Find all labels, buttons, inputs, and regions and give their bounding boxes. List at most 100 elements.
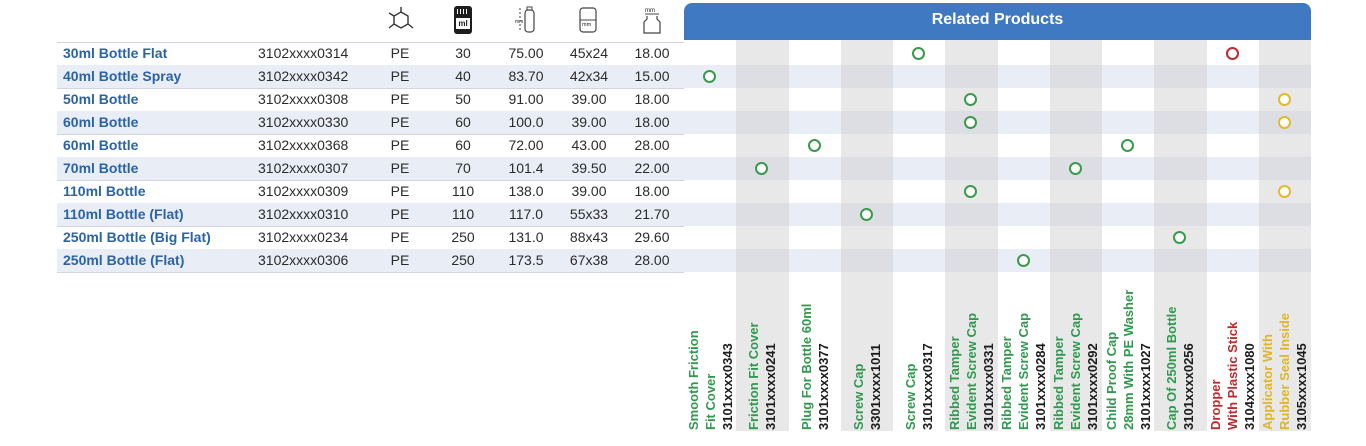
product-neck: 18.00: [634, 114, 670, 130]
product-diameter: 39.00: [571, 183, 607, 199]
related-product-code: 3101xxxx0292: [1085, 343, 1101, 430]
related-product-label: Friction Fit Cover 3101xxxx0241: [745, 322, 779, 430]
related-product-name: Screw Cap: [903, 363, 919, 430]
product-neck: 18.00: [634, 91, 670, 107]
product-capacity: 250: [451, 229, 475, 245]
related-product-label: Dropper With Plastic Stick 3104xxxx1080: [1207, 322, 1258, 430]
related-product-name: Dropper: [1208, 379, 1224, 430]
product-material: PE: [390, 45, 410, 61]
product-capacity: 60: [455, 114, 471, 130]
product-name: 70ml Bottle: [63, 160, 139, 176]
product-capacity: 50: [455, 91, 471, 107]
related-product-code: 3101xxxx0331: [980, 343, 996, 430]
product-name: 250ml Bottle (Big Flat): [63, 229, 211, 245]
match-indicator: [964, 115, 978, 129]
product-code: 3102xxxx0234: [258, 229, 349, 245]
product-capacity: 250: [451, 252, 475, 268]
product-capacity: 110: [451, 183, 475, 199]
related-product-label: Child Proof Cap 28mm With PE Washer 3101xx…: [1103, 290, 1154, 430]
product-diameter: 39.50: [571, 160, 607, 176]
product-code: 3102xxxx0307: [258, 160, 349, 176]
product-diameter: 42x34: [569, 68, 609, 84]
related-product-name: Child Proof Cap: [1103, 331, 1119, 430]
related-product-name: Screw Cap: [850, 363, 866, 430]
related-product-name: Evident Screw Cap: [963, 312, 979, 430]
product-material: PE: [390, 183, 410, 199]
product-name: 60ml Bottle: [63, 137, 139, 153]
ml-capacity-icon: ml: [454, 6, 472, 34]
product-material: PE: [390, 252, 410, 268]
related-product-code: 3101xxxx0241: [763, 343, 779, 430]
related-column-stripe: [736, 40, 789, 431]
product-code: 3102xxxx0308: [258, 91, 349, 107]
product-height: 83.70: [508, 68, 544, 84]
table-row: [57, 203, 1311, 226]
product-neck: 15.00: [634, 68, 670, 84]
product-material: PE: [390, 91, 410, 107]
neck-mm-icon: mm: [643, 8, 661, 34]
product-name: 50ml Bottle: [63, 91, 139, 107]
table-row: [57, 249, 1311, 272]
row-divider: [57, 272, 684, 273]
related-column-stripe: [1049, 40, 1102, 431]
product-material: PE: [390, 137, 410, 153]
product-diameter: 39.00: [571, 91, 607, 107]
product-material: PE: [390, 160, 410, 176]
table-row: [57, 65, 1311, 88]
match-indicator: [1225, 46, 1239, 60]
product-name: 30ml Bottle Flat: [63, 45, 168, 61]
related-product-label: Screw Cap 3301xxxx1011: [850, 344, 884, 430]
product-height: 131.0: [508, 229, 544, 245]
row-divider: [57, 134, 684, 135]
product-height: 75.00: [508, 45, 544, 61]
match-indicator: [1068, 161, 1082, 175]
product-material: PE: [390, 206, 410, 222]
product-name: 110ml Bottle: [63, 183, 146, 199]
related-product-name: Plug For Bottle 60ml: [798, 303, 814, 430]
product-capacity: 110: [451, 206, 475, 222]
product-diameter: 88x43: [569, 229, 609, 245]
related-product-label: Screw Cap 3101xxxx0317: [902, 343, 936, 430]
product-capacity: 60: [455, 137, 471, 153]
product-diameter: 55x33: [569, 206, 609, 222]
related-product-code: 3101xxxx0317: [920, 343, 936, 430]
diameter-mm-icon: mm: [579, 7, 597, 33]
product-neck: 18.00: [634, 45, 670, 61]
match-indicator: [703, 69, 717, 83]
match-indicator: [1173, 230, 1187, 244]
product-material: PE: [390, 229, 410, 245]
product-code: 3102xxxx0310: [258, 206, 349, 222]
related-product-label: Ribbed Tamper Evident Screw Cap 3101xxxx02…: [1050, 313, 1101, 430]
match-indicator: [912, 46, 926, 60]
related-product-name: Fit Cover: [702, 373, 718, 430]
related-product-code: 3101xxxx1027: [1137, 343, 1153, 430]
row-divider: [57, 88, 684, 89]
related-product-label: Plug For Bottle 60ml 3101xxxx0377: [798, 304, 832, 430]
related-product-name: Ribbed Tamper: [946, 336, 962, 430]
product-name: 40ml Bottle Spray: [63, 68, 182, 84]
match-indicator: [1121, 138, 1135, 152]
match-indicator: [964, 184, 978, 198]
match-indicator: [1277, 115, 1291, 129]
product-diameter: 39.00: [571, 114, 607, 130]
related-product-code: 3104xxxx1080: [1242, 343, 1258, 430]
product-height: 100.0: [508, 114, 544, 130]
related-product-label: Ribbed Tamper Evident Screw Cap 3101xxxx03…: [946, 313, 997, 430]
related-product-name: Ribbed Tamper: [999, 336, 1015, 430]
polymer-structure-icon: [388, 7, 414, 29]
product-capacity: 30: [455, 45, 471, 61]
related-product-name: Evident Screw Cap: [1016, 312, 1032, 430]
product-height: 91.00: [508, 91, 544, 107]
related-product-label: Applicator With Rubber Seal Inside 3105xxx…: [1259, 313, 1310, 430]
related-product-label: Cap Of 250ml Bottle 3101xxxx0256: [1163, 306, 1197, 430]
related-product-label: Ribbed Tamper Evident Screw Cap 3101xxxx02…: [998, 313, 1049, 430]
product-name: 250ml Bottle (Flat): [63, 252, 185, 268]
product-code: 3102xxxx0314: [258, 45, 349, 61]
related-product-code: 3101xxxx0343: [719, 343, 735, 430]
product-neck: 22.00: [634, 160, 670, 176]
product-material: PE: [390, 114, 410, 130]
product-code: 3102xxxx0330: [258, 114, 349, 130]
product-height: 101.4: [508, 160, 544, 176]
product-code: 3102xxxx0306: [258, 252, 349, 268]
product-code: 3102xxxx0309: [258, 183, 349, 199]
